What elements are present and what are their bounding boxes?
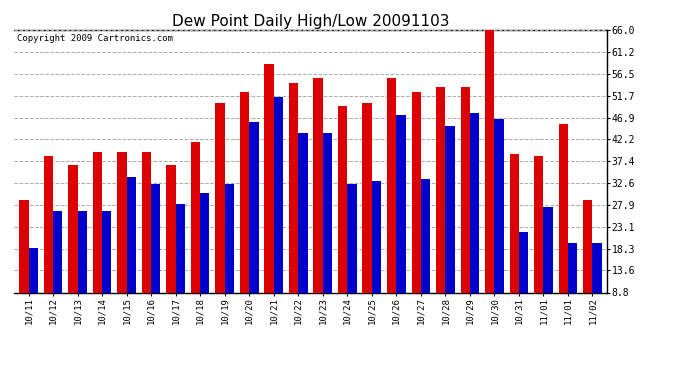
Bar <box>117 152 126 292</box>
Bar <box>77 211 87 292</box>
Bar <box>92 152 102 292</box>
Bar <box>215 104 225 292</box>
Bar <box>191 142 200 292</box>
Bar <box>28 248 38 292</box>
Bar <box>372 182 381 292</box>
Bar <box>544 207 553 292</box>
Bar <box>200 193 210 292</box>
Bar <box>298 133 308 292</box>
Bar <box>323 133 332 292</box>
Bar <box>411 92 421 292</box>
Bar <box>225 184 234 292</box>
Bar <box>53 211 62 292</box>
Bar <box>534 156 544 292</box>
Bar <box>510 154 519 292</box>
Bar <box>274 96 283 292</box>
Bar <box>68 165 77 292</box>
Bar <box>470 112 479 292</box>
Bar <box>176 204 185 292</box>
Bar <box>313 78 323 292</box>
Bar <box>396 115 406 292</box>
Bar <box>102 211 111 292</box>
Bar <box>362 104 372 292</box>
Bar <box>289 83 298 292</box>
Bar <box>495 120 504 292</box>
Bar <box>166 165 176 292</box>
Bar <box>387 78 396 292</box>
Bar <box>126 177 136 292</box>
Bar <box>347 184 357 292</box>
Bar <box>151 184 161 292</box>
Bar <box>249 122 259 292</box>
Bar <box>559 124 568 292</box>
Bar <box>519 232 529 292</box>
Bar <box>436 87 445 292</box>
Bar <box>593 243 602 292</box>
Bar <box>338 106 347 292</box>
Text: Copyright 2009 Cartronics.com: Copyright 2009 Cartronics.com <box>17 34 172 43</box>
Bar <box>485 30 495 292</box>
Bar <box>19 200 28 292</box>
Bar <box>264 64 274 292</box>
Bar <box>240 92 249 292</box>
Title: Dew Point Daily High/Low 20091103: Dew Point Daily High/Low 20091103 <box>172 14 449 29</box>
Bar <box>421 179 430 292</box>
Bar <box>43 156 53 292</box>
Bar <box>142 152 151 292</box>
Bar <box>568 243 578 292</box>
Bar <box>583 200 593 292</box>
Bar <box>460 87 470 292</box>
Bar <box>445 126 455 292</box>
